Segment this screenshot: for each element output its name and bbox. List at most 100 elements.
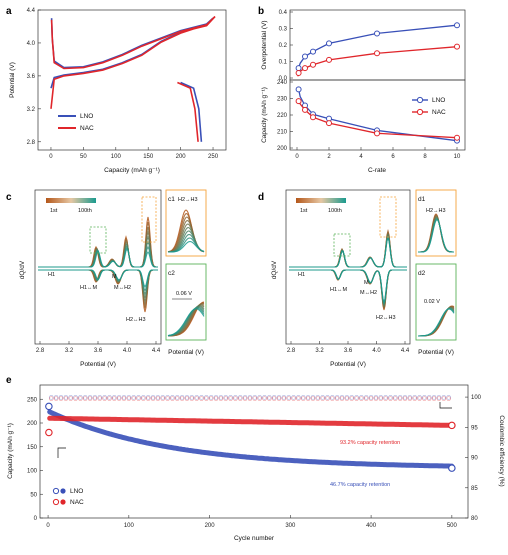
dqdv-curve [418,217,454,253]
curve-nac-charge [50,16,216,109]
c-xtick-label: 4.0 [123,348,132,354]
dqdv-curve [168,240,205,253]
point-lno [295,86,302,93]
inset-c2-shift: 0.06 V [176,291,192,297]
ce-nac [97,396,103,401]
ce-nac [310,396,316,401]
label-d-h1m: H1↔M [330,287,348,293]
dqdv-curve [289,269,407,310]
colorbar-d-start: 1st [300,208,308,214]
ce-nac [204,396,209,401]
ce-lno [363,395,369,400]
ce-lno [116,395,122,400]
e-ytick-label: 250 [27,397,38,403]
ce-nac [189,396,195,401]
ce-nac [436,396,442,401]
ce-nac [257,396,262,401]
inset-c-xlabel: Potential (V) [168,349,204,356]
ce-nac [160,396,165,401]
ce-nac [238,396,243,401]
chart-e-y2label: Coulombic efficiency (%) [498,415,505,486]
c-xtick-label: 2.8 [36,348,45,354]
e-ytick-label: 0 [34,516,38,522]
ce-lno [436,395,442,400]
legend-label-nac-a: NAC [80,125,94,132]
ce-nac [107,396,112,401]
a-ytick-label: 4.4 [27,8,36,14]
ce-lno [373,395,379,400]
curve-nac-tail [177,81,199,142]
ce-lno [189,395,195,400]
ce-nac [112,396,117,401]
ce-nac [431,396,437,401]
point-nac [326,120,332,127]
a-xtick-label: 150 [143,154,154,160]
ce-nac [49,396,54,401]
ce-nac [126,396,132,401]
point-nac [295,98,302,105]
ce-lno [310,395,316,400]
chart-b-bottom-ylabel: Capacity (mAh g⁻¹) [261,87,268,143]
annotation-nac-retention: 93.2% capacity retention [340,440,400,446]
a-ytick-label: 3.6 [27,74,36,80]
colorbar-d [296,198,346,203]
ce-lno [155,395,161,400]
a-xtick-label: 50 [80,154,87,160]
chart-a: Capacity (mAh g⁻¹) Potential (V) 0 50 100 1… [9,8,227,174]
chart-b-top-frame [289,9,466,81]
ce-nac [378,396,384,401]
b-top-ytick-label: 0.1 [279,60,288,66]
ce-lno [325,395,330,400]
point-lno [326,40,332,47]
ce-nac [412,396,417,401]
ce-nac [141,396,146,401]
ce-lno [334,395,340,400]
colorbar-c-end: 100th [78,208,92,214]
ce-lno [170,395,175,400]
point-nac [326,56,332,63]
ce-lno [199,395,204,400]
label-d-h1: H1 [298,272,305,278]
label-d-h2h3: H2↔H3 [376,315,396,321]
chart-e: Cycle number Capacity (mAh g⁻¹) Coulombi… [7,384,505,542]
legend-label-lno-e: LNO [70,488,83,495]
legend-marker-nac-e2 [60,499,66,505]
ce-lno [73,395,78,400]
d-xtick-label: 2.8 [287,348,296,354]
ce-lno [175,395,180,400]
ce-lno [441,395,447,400]
a-xtick-label: 250 [208,154,219,160]
ce-lno [422,395,427,400]
ce-lno [238,395,243,400]
curve-lno-tail [180,81,203,142]
ce-nac [291,396,296,401]
ce-nac [194,396,199,401]
ce-lno [107,395,112,400]
dqdv-curve [418,305,455,337]
e-xtick-label: 500 [447,523,458,529]
ce-lno [213,395,219,400]
ce-lno [330,395,335,400]
chart-a-xlabel: Capacity (mAh g⁻¹) [104,167,160,174]
ce-nac [242,396,248,401]
c-xtick-label: 3.6 [94,348,103,354]
colorbar-d-end: 100th [328,208,342,214]
legend-marker-nac-e1 [52,498,60,506]
ce-nac [87,396,93,401]
ce-nac [92,396,98,401]
ce-lno [393,395,398,400]
e-ytick-label: 150 [27,445,38,451]
e-y2tick-label: 100 [471,395,482,401]
panel-label-c: c [6,192,12,203]
c-xtick-label: 4.4 [152,348,161,354]
ce-lno [271,395,277,400]
end-marker-lno [448,464,456,472]
ce-nac [233,396,238,401]
point-nac [302,65,308,72]
ce-lno [354,395,359,400]
ce-nac [145,396,151,401]
d-xtick-label: 4.4 [401,348,410,354]
dqdv-curve [38,221,158,268]
ce-nac [218,396,224,401]
ce-nac [175,396,180,401]
